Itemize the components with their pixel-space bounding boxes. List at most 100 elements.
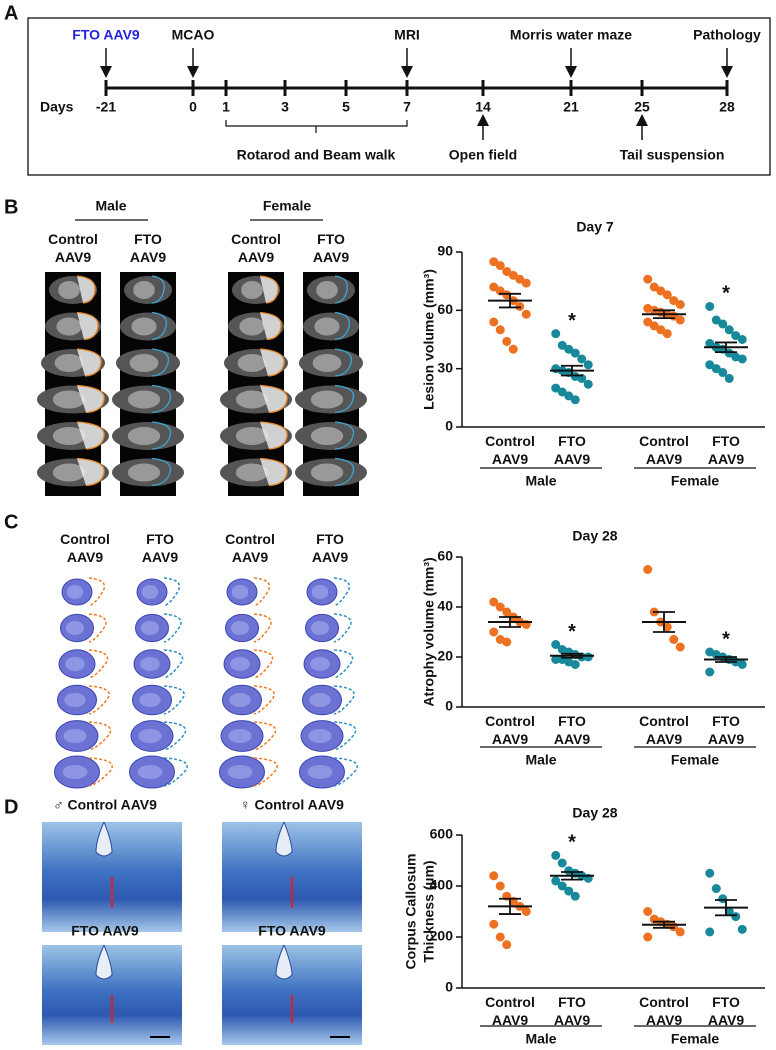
data-point — [656, 286, 666, 296]
y-tick-label: 200 — [430, 928, 454, 944]
x-tick-label: Control AAV9 — [639, 433, 689, 467]
error-bar — [499, 616, 521, 628]
y-axis-title: Corpus Callosum — [403, 854, 419, 970]
day-label: 14 — [475, 99, 491, 115]
data-point — [557, 340, 567, 350]
brain-section-inner — [140, 621, 160, 635]
chart-title: Day 28 — [572, 528, 617, 544]
data-point — [643, 907, 653, 916]
lesion-outline — [334, 275, 348, 304]
data-point — [557, 387, 567, 397]
data-point — [557, 858, 567, 868]
brain-section-inner — [228, 729, 252, 743]
column-label: Control AAV9 — [60, 531, 110, 565]
data-point — [495, 602, 505, 612]
x-tick-label: Control AAV9 — [639, 713, 689, 747]
lesion-outline — [151, 457, 172, 487]
lesion-outline — [151, 275, 165, 304]
data-point — [718, 894, 728, 904]
event-label: Morris water maze — [510, 27, 632, 43]
significance-mark: * — [568, 621, 576, 643]
y-axis-title: Lesion volume (mm³) — [421, 269, 437, 410]
data-point — [705, 338, 715, 348]
data-point — [577, 354, 587, 364]
significance-mark: * — [722, 628, 730, 650]
data-point — [502, 266, 512, 276]
brain-section-inner — [310, 621, 330, 635]
atrophy-outline — [88, 613, 107, 643]
data-point — [489, 871, 499, 881]
brain-section-inner — [231, 585, 249, 599]
brain-core — [312, 354, 342, 372]
data-point — [724, 373, 734, 383]
atrophy-outline — [333, 757, 358, 787]
brain-section-inner — [63, 729, 87, 743]
ventricle — [95, 821, 113, 857]
group-label: Female — [671, 473, 719, 489]
data-point — [711, 364, 721, 374]
y-tick-label: 40 — [437, 598, 453, 614]
group-header: Female — [263, 198, 311, 214]
error-bar — [499, 897, 521, 915]
day-label: 0 — [189, 99, 197, 115]
data-point — [521, 907, 531, 916]
data-point — [675, 315, 685, 325]
data-point — [502, 940, 512, 950]
brain-section-inner — [308, 729, 332, 743]
column-label: FTO AAV9 — [130, 231, 167, 265]
data-point — [643, 932, 653, 942]
atrophy-outline — [163, 613, 182, 643]
brain-section-inner — [138, 729, 162, 743]
data-point — [731, 331, 741, 341]
column-label: Control AAV9 — [231, 231, 281, 265]
brain-section-inner — [307, 765, 333, 779]
column-label: FTO AAV9 — [142, 531, 179, 565]
lesion-outline — [151, 348, 170, 377]
atrophy-outline — [333, 721, 357, 751]
data-point — [669, 296, 679, 306]
ventricle — [275, 821, 293, 857]
data-point — [662, 622, 672, 632]
column-label: FTO AAV9 — [313, 231, 350, 265]
data-point — [521, 309, 531, 319]
significance-mark: * — [722, 283, 730, 305]
lesion-outline — [151, 311, 168, 341]
atrophy-outline — [88, 685, 110, 715]
error-bar — [653, 920, 675, 929]
brain-section-inner — [65, 657, 85, 671]
atrophy-outline — [333, 613, 352, 643]
brain-section-inner — [230, 621, 250, 635]
data-point — [551, 640, 561, 649]
data-point — [495, 261, 505, 271]
group-label: Male — [525, 473, 556, 489]
group-header: Male — [95, 198, 126, 214]
x-tick-label: Control AAV9 — [485, 713, 535, 747]
lesion-outline — [259, 384, 288, 414]
x-tick-label: Control AAV9 — [485, 994, 535, 1028]
data-point — [724, 325, 734, 335]
lesion-outline — [76, 384, 105, 414]
y-tick-label: 0 — [445, 979, 453, 995]
y-tick-label: 20 — [437, 648, 453, 664]
data-point — [724, 907, 734, 916]
atrophy-outline — [253, 613, 272, 643]
data-point — [705, 927, 715, 937]
data-point — [705, 868, 715, 878]
atrophy-outline — [253, 649, 274, 679]
data-point — [515, 274, 525, 284]
data-point — [675, 927, 685, 937]
brain-core — [235, 427, 269, 445]
brain-core — [131, 317, 157, 336]
day-label: 5 — [342, 99, 350, 115]
error-bar — [715, 341, 737, 354]
brain-core — [127, 463, 161, 482]
data-point — [570, 348, 580, 358]
atrophy-outline — [333, 649, 354, 679]
lesion-outline — [76, 457, 105, 487]
data-point — [675, 300, 685, 309]
brain-section-inner — [229, 693, 251, 707]
group-label: Male — [525, 752, 556, 768]
x-tick-label: Control AAV9 — [485, 433, 535, 467]
brain-core — [133, 281, 155, 299]
